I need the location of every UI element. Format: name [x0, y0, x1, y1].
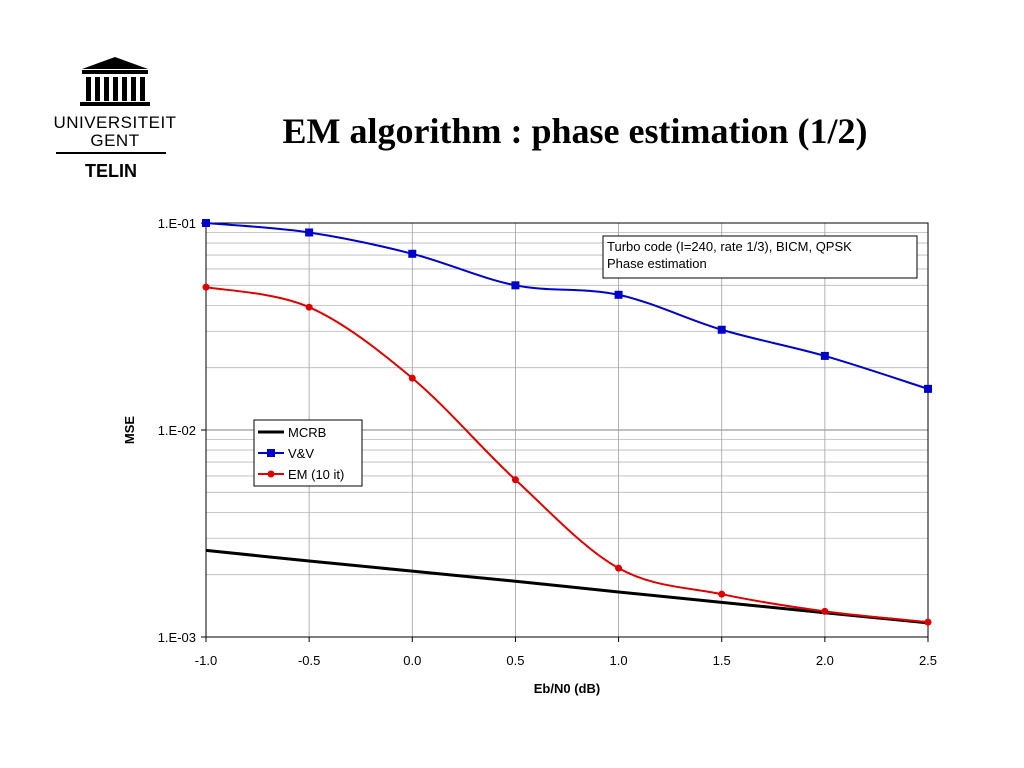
data-point-em-10-it	[718, 590, 726, 598]
x-tick-label: 2.0	[816, 653, 834, 668]
data-point-v-v	[820, 351, 829, 360]
logo-divider	[56, 152, 166, 154]
logo-telin-text: TELIN	[85, 161, 137, 181]
data-point-em-10-it	[615, 564, 623, 572]
data-point-em-10-it	[202, 283, 210, 291]
data-point-v-v	[305, 228, 314, 237]
x-tick-label: 0.0	[403, 653, 421, 668]
legend-label-mcrb: MCRB	[288, 425, 326, 440]
data-point-v-v	[202, 219, 210, 227]
data-point-em-10-it	[305, 303, 313, 311]
x-tick-label: 1.0	[610, 653, 628, 668]
series-line-v-v	[205, 222, 929, 390]
data-point-v-v	[924, 384, 932, 393]
data-point-em-10-it	[408, 374, 416, 382]
data-point-v-v	[408, 249, 417, 258]
x-tick-label: -1.0	[195, 653, 217, 668]
x-axis-title: Eb/N0 (dB)	[534, 681, 600, 696]
data-point-v-v	[717, 325, 726, 334]
x-tick-label: 0.5	[506, 653, 524, 668]
series-line-em-10-it	[205, 286, 929, 624]
annotation-text: Turbo code (I=240, rate 1/3), BICM, QPSK	[607, 239, 852, 254]
x-tick-label: 2.5	[919, 653, 937, 668]
series-line-mcrb	[205, 548, 929, 625]
y-tick-label: 1.E-02	[158, 423, 196, 438]
data-point-em-10-it	[821, 607, 829, 615]
annotation-box	[602, 235, 918, 279]
legend-marker-v-v	[267, 449, 275, 457]
x-tick-label: -0.5	[298, 653, 320, 668]
ugent-logo: UNIVERSITEIT GENT TELIN	[40, 55, 190, 190]
annotation-text: Phase estimation	[607, 256, 707, 271]
legend-label-v-v: V&V	[288, 446, 314, 461]
y-tick-label: 1.E-03	[158, 630, 196, 645]
logo-university-text: UNIVERSITEIT	[53, 113, 177, 132]
data-point-v-v	[511, 281, 520, 290]
data-point-em-10-it	[924, 618, 932, 626]
logo-gent-text: GENT	[90, 131, 140, 150]
legend-marker-em-10-it	[267, 470, 275, 478]
data-point-v-v	[614, 290, 623, 299]
slide-title: EM algorithm : phase estimation (1/2)	[282, 111, 868, 151]
y-axis-title: MSE	[122, 416, 137, 445]
x-tick-label: 1.5	[713, 653, 731, 668]
data-point-em-10-it	[511, 476, 519, 484]
building-icon	[80, 57, 150, 106]
legend-label-em-10-it: EM (10 it)	[288, 467, 344, 482]
y-tick-label: 1.E-01	[158, 216, 196, 231]
